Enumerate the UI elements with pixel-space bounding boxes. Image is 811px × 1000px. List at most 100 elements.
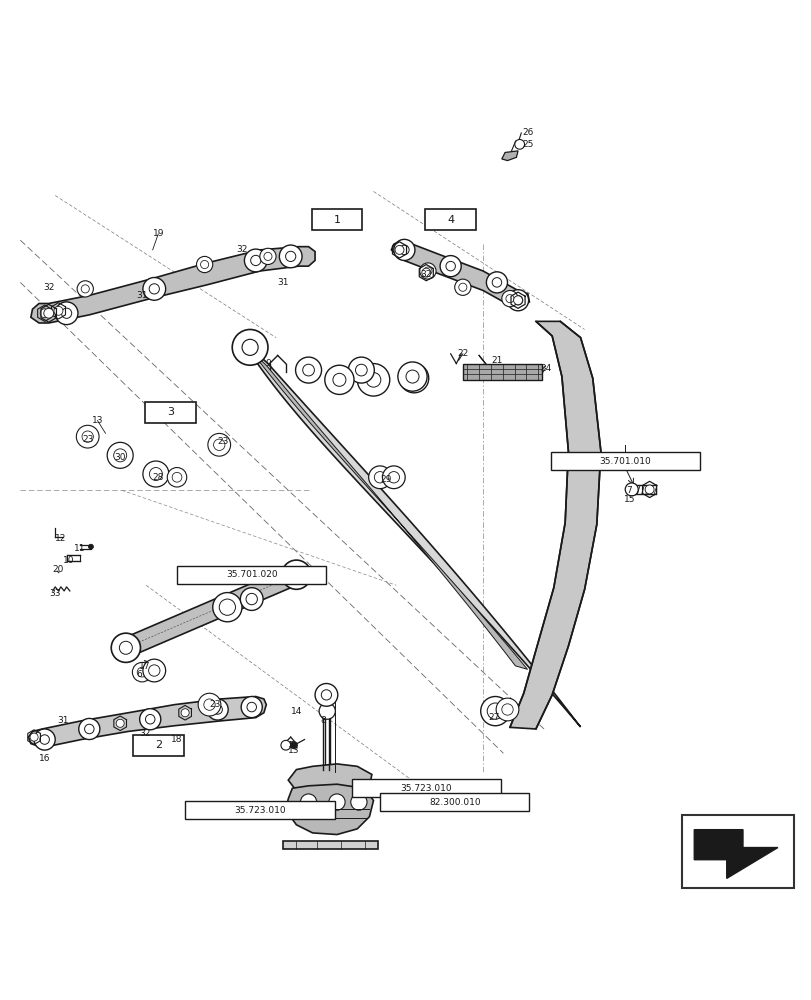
Text: 28: 28 [152, 473, 164, 482]
Circle shape [300, 794, 316, 810]
Circle shape [84, 724, 94, 734]
Text: 35.723.010: 35.723.010 [400, 784, 452, 793]
Text: 29: 29 [380, 475, 391, 484]
Text: 21: 21 [491, 356, 502, 365]
Circle shape [480, 697, 509, 726]
Polygon shape [250, 349, 527, 669]
Circle shape [399, 245, 409, 255]
Polygon shape [501, 151, 517, 161]
Text: 7: 7 [625, 486, 632, 495]
Circle shape [454, 279, 470, 295]
FancyBboxPatch shape [380, 793, 529, 811]
Circle shape [486, 272, 507, 293]
Circle shape [423, 267, 431, 275]
Circle shape [491, 278, 501, 287]
Text: 23: 23 [209, 700, 221, 709]
Circle shape [232, 329, 268, 365]
Text: 19: 19 [152, 229, 164, 238]
Circle shape [348, 357, 374, 383]
Polygon shape [285, 784, 373, 835]
Text: 14: 14 [290, 707, 302, 716]
Text: 35.723.010: 35.723.010 [234, 806, 285, 815]
Text: 82.300.010: 82.300.010 [428, 798, 480, 807]
Circle shape [196, 256, 212, 273]
Text: 32: 32 [420, 270, 431, 279]
Circle shape [149, 284, 159, 294]
Polygon shape [509, 321, 600, 729]
Circle shape [328, 794, 345, 810]
Text: 30: 30 [114, 453, 126, 462]
Text: 13: 13 [92, 416, 103, 425]
Circle shape [40, 309, 49, 318]
Text: 20: 20 [53, 565, 64, 574]
Circle shape [315, 684, 337, 706]
Circle shape [406, 370, 418, 383]
Text: 32: 32 [139, 729, 150, 738]
Text: 24: 24 [539, 364, 551, 373]
Circle shape [40, 735, 49, 744]
Text: 4: 4 [447, 215, 453, 225]
Circle shape [513, 295, 522, 305]
Circle shape [148, 665, 160, 676]
FancyBboxPatch shape [145, 402, 195, 423]
Circle shape [81, 285, 89, 293]
Circle shape [501, 704, 513, 715]
Text: 16: 16 [39, 754, 50, 763]
Circle shape [513, 296, 521, 305]
Text: 35.701.010: 35.701.010 [599, 457, 650, 466]
Circle shape [207, 699, 228, 720]
Circle shape [167, 468, 187, 487]
Polygon shape [391, 240, 529, 310]
Text: 10: 10 [63, 556, 75, 565]
Text: 2: 2 [155, 740, 161, 750]
Text: 32: 32 [43, 283, 54, 292]
Circle shape [388, 472, 399, 483]
Circle shape [422, 268, 430, 277]
Circle shape [355, 364, 367, 376]
Circle shape [55, 302, 78, 325]
Circle shape [137, 667, 147, 677]
Text: 12: 12 [55, 534, 67, 543]
Circle shape [290, 742, 297, 748]
Circle shape [514, 139, 524, 149]
FancyBboxPatch shape [177, 566, 326, 584]
Circle shape [458, 283, 466, 291]
Circle shape [44, 308, 54, 318]
Circle shape [82, 431, 93, 442]
Circle shape [246, 593, 257, 605]
Circle shape [240, 588, 263, 610]
Circle shape [319, 703, 335, 719]
Text: 26: 26 [521, 128, 533, 137]
Text: 5: 5 [287, 741, 294, 750]
Circle shape [279, 245, 302, 268]
Circle shape [139, 709, 161, 730]
Text: 6: 6 [136, 670, 143, 679]
Circle shape [393, 239, 414, 260]
Text: 8: 8 [320, 716, 326, 725]
Circle shape [251, 255, 260, 266]
Circle shape [219, 599, 235, 615]
Circle shape [242, 339, 258, 355]
FancyBboxPatch shape [425, 209, 475, 230]
Circle shape [368, 466, 391, 489]
Circle shape [397, 362, 427, 391]
Text: 17: 17 [139, 662, 150, 671]
Circle shape [79, 718, 100, 740]
Circle shape [208, 433, 230, 456]
Circle shape [132, 662, 152, 682]
Text: 25: 25 [521, 140, 533, 149]
Circle shape [350, 794, 367, 810]
FancyBboxPatch shape [311, 209, 362, 230]
Circle shape [241, 697, 262, 718]
Circle shape [374, 472, 385, 483]
Circle shape [200, 260, 208, 269]
Circle shape [54, 306, 62, 315]
Text: 15: 15 [623, 495, 634, 504]
Polygon shape [462, 364, 542, 380]
Circle shape [244, 249, 267, 272]
Circle shape [324, 365, 354, 394]
Circle shape [107, 442, 133, 468]
FancyBboxPatch shape [550, 452, 699, 470]
Bar [681, 815, 793, 888]
Text: 22: 22 [457, 349, 468, 358]
